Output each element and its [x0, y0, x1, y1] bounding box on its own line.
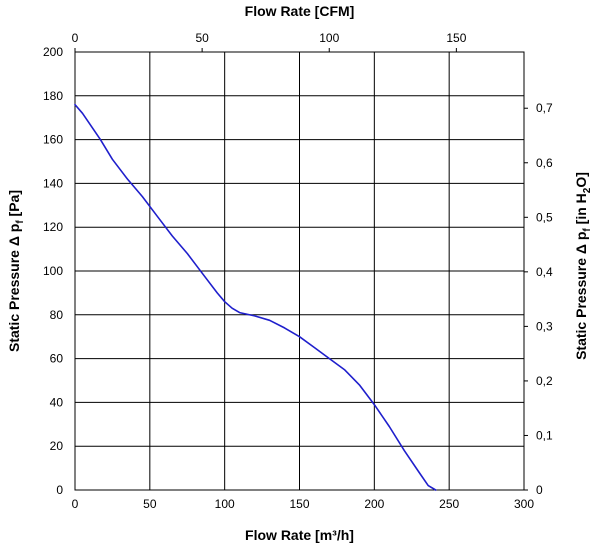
y2-tick-label: 0,2: [536, 374, 553, 388]
y2-axis-title-unit-subscript: 2: [582, 187, 593, 193]
y-tick-label: 120: [43, 220, 63, 234]
y2-tick-label: 0: [536, 483, 543, 497]
y2-tick-label: 0,1: [536, 428, 553, 442]
y2-axis-title-unit-pre: [in H: [573, 193, 589, 228]
x-tick-label: 300: [514, 497, 534, 511]
x-tick-label: 100: [215, 497, 235, 511]
x-tick-label: 250: [439, 497, 459, 511]
x2-axis-title: Flow Rate [CFM]: [245, 3, 355, 19]
y-axis-title-subscript: f: [15, 220, 26, 224]
x2-tick-label: 100: [319, 31, 339, 45]
y-tick-label: 80: [50, 308, 64, 322]
x-tick-label: 200: [364, 497, 384, 511]
x-axis-bottom: 0 50 100 150 200 250 300: [72, 497, 535, 511]
x-tick-label: 150: [289, 497, 309, 511]
x-axis-top: 0 50 100 150: [72, 31, 467, 52]
y2-tick-label: 0,7: [536, 101, 553, 115]
y-tick-label: 40: [50, 395, 64, 409]
y-tick-label: 20: [50, 439, 64, 453]
y2-axis-title-prefix: Static Pressure Δ p: [573, 232, 589, 360]
y2-axis-title: Static Pressure Δ pf [in H2O]: [573, 172, 593, 360]
y2-tick-label: 0,3: [536, 319, 553, 333]
y-axis-title: Static Pressure Δ pf [Pa]: [6, 190, 26, 352]
y-tick-label: 100: [43, 264, 63, 278]
x-tick-label: 0: [72, 497, 79, 511]
y-axis-left: 0 20 40 60 80 100 120 140 160 180 200: [43, 45, 63, 497]
y2-tick-label: 0,4: [536, 265, 553, 279]
x-tick-label: 50: [143, 497, 157, 511]
y2-tick-label: 0,6: [536, 156, 553, 170]
x2-tick-label: 150: [446, 31, 466, 45]
x2-tick-label: 50: [195, 31, 209, 45]
y-tick-label: 160: [43, 133, 63, 147]
y-tick-label: 140: [43, 176, 63, 190]
plot-frame: [74, 51, 525, 491]
y-axis-right: 0 0,1 0,2 0,3 0,4 0,5 0,6 0,7: [524, 101, 553, 497]
y-tick-label: 0: [56, 483, 63, 497]
y-axis-title-prefix: Static Pressure Δ p: [6, 224, 22, 352]
series-layer: [74, 103, 437, 491]
y-tick-label: 180: [43, 89, 63, 103]
x2-tick-label: 0: [72, 31, 79, 45]
x-axis-title: Flow Rate [m³/h]: [245, 527, 354, 543]
y2-axis-title-subscript: f: [582, 228, 593, 232]
y-axis-title-unit: [Pa]: [6, 190, 22, 220]
y2-tick-label: 0,5: [536, 210, 553, 224]
series-line: [74, 103, 437, 491]
y2-axis-title-unit-post: O]: [573, 172, 589, 188]
y-tick-label: 60: [50, 352, 64, 366]
y-tick-label: 200: [43, 45, 63, 59]
grid: [74, 51, 525, 491]
